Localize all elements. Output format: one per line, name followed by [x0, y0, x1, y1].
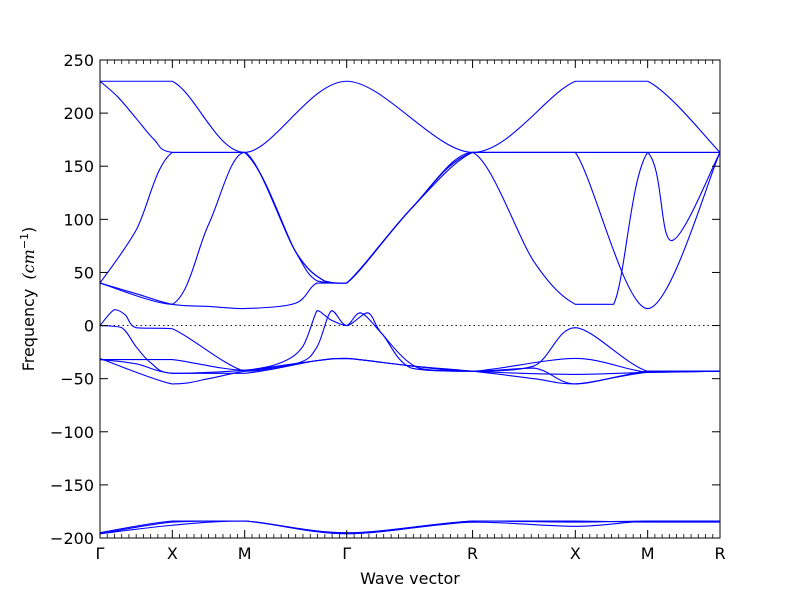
y-tick-label: 100	[63, 210, 94, 229]
x-tick-label: Γ	[96, 544, 105, 563]
phonon-band-13	[99, 520, 720, 534]
y-tick-label: 50	[74, 263, 94, 282]
x-tick-label: R	[714, 544, 725, 563]
y-tick-label: −50	[60, 370, 94, 389]
phonon-band-10	[99, 357, 721, 385]
plot-frame	[99, 59, 721, 539]
y-tick-label: 0	[84, 317, 94, 336]
y-tick-label: 150	[63, 157, 94, 176]
x-tick-label: R	[467, 544, 478, 563]
phonon-band-6	[99, 309, 720, 372]
y-tick-labels: −200 −150 −100 −50 0 50 100 150 200 250	[50, 51, 94, 548]
y-tick-label: −150	[50, 476, 94, 495]
x-tick-label: Γ	[342, 544, 351, 563]
y-tick-label: −100	[50, 423, 94, 442]
y-tick-label: −200	[50, 529, 94, 548]
y-axis-label: Frequency (cm−1)	[18, 227, 39, 372]
phonon-band-1	[99, 80, 721, 153]
y-tick-label: 200	[63, 104, 94, 123]
y-tick-label: 250	[63, 51, 94, 70]
x-tick-label: M	[641, 544, 655, 563]
phonon-bands	[99, 80, 721, 535]
phonon-band-7	[99, 310, 720, 385]
x-tick-label: X	[167, 544, 178, 563]
x-tick-label: M	[238, 544, 252, 563]
x-tick-label: X	[570, 544, 581, 563]
axis-ticks	[99, 59, 721, 539]
phonon-band-5	[99, 151, 720, 310]
x-axis-label: Wave vector	[360, 569, 460, 588]
plot-background	[100, 60, 720, 538]
